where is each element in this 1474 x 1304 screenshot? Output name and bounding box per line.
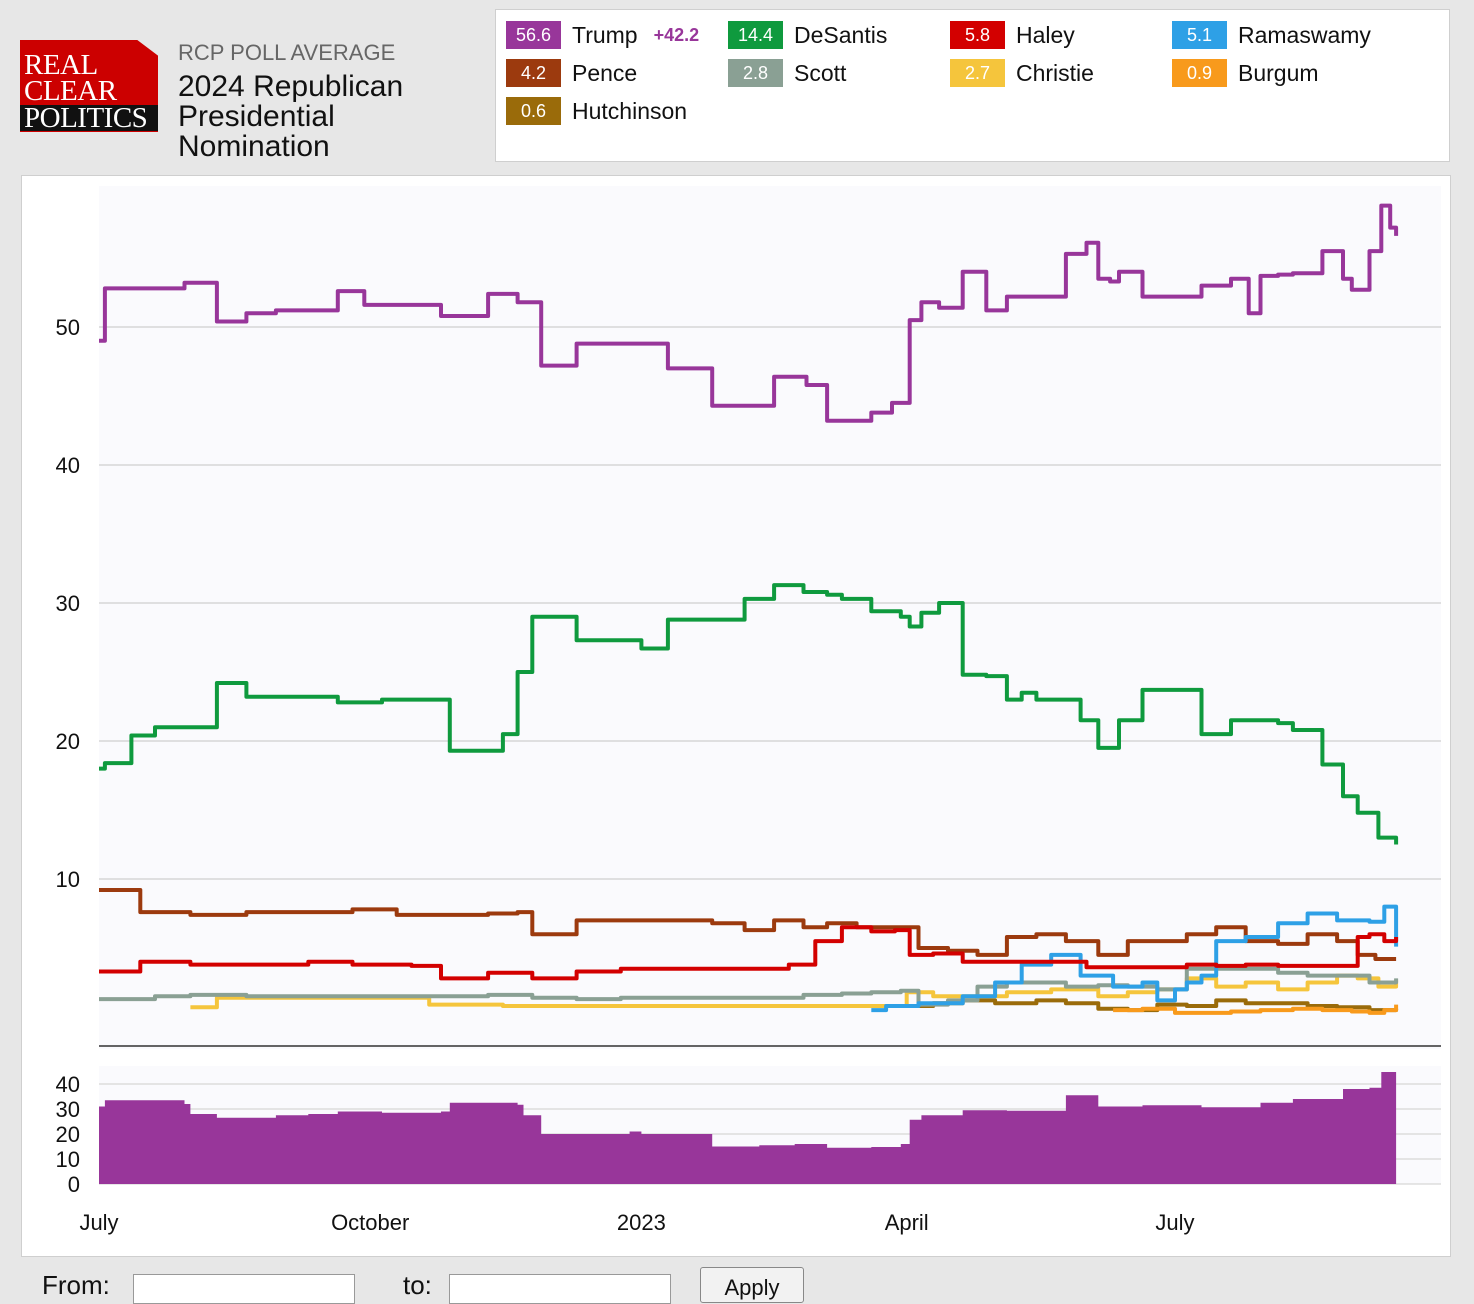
legend-name: Burgum (1238, 59, 1319, 86)
y-tick-label: 30 (56, 591, 80, 616)
legend-item-ramaswamy[interactable]: 5.1 Ramaswamy (1172, 21, 1371, 49)
x-tick-label: October (331, 1210, 409, 1235)
legend-name: DeSantis (794, 21, 888, 48)
y-tick-labels: 10 20 30 40 50 (56, 315, 80, 892)
series-line-trump[interactable] (99, 203, 1399, 423)
series-line-haley[interactable] (99, 925, 1399, 981)
legend-value-badge: 56.6 (506, 21, 561, 49)
spread-y-tick-label: 40 (56, 1072, 80, 1097)
legend-value-badge: 4.2 (506, 59, 561, 87)
logo-line-3: POLITICS (20, 104, 158, 132)
x-tick-label: July (1155, 1210, 1194, 1235)
legend-item-hutchinson[interactable]: 0.6 Hutchinson (506, 97, 687, 125)
series-line-desantis[interactable] (99, 583, 1399, 845)
legend-item-trump[interactable]: 56.6 Trump +42.2 (506, 21, 699, 49)
y-tick-label: 10 (56, 867, 80, 892)
spread-area[interactable] (99, 1072, 1397, 1184)
spread-y-tick-label: 30 (56, 1097, 80, 1122)
chart-panel: 10 20 30 40 50 0 10 20 30 40 July October 2023 Apri… (21, 175, 1451, 1257)
legend-spread: +42.2 (653, 24, 700, 45)
legend-item-christie[interactable]: 2.7 Christie (950, 59, 1094, 87)
page-title: 2024 Republican Presidential Nomination (178, 70, 404, 163)
apply-button[interactable]: Apply (700, 1267, 804, 1303)
logo-line-2: CLEAR (24, 75, 117, 107)
legend-value-badge: 2.7 (950, 59, 1005, 87)
x-tick-label: July (79, 1210, 118, 1235)
legend-name: Scott (794, 59, 847, 86)
legend-item-haley[interactable]: 5.8 Haley (950, 21, 1075, 49)
y-tick-label: 20 (56, 729, 80, 754)
logo-line-1: REAL (24, 49, 98, 81)
to-label: to: (403, 1270, 432, 1300)
legend-item-pence[interactable]: 4.2 Pence (506, 59, 637, 87)
page-subtitle: RCP POLL AVERAGE (178, 40, 396, 65)
x-tick-labels: July October 2023 April July (79, 1210, 1194, 1235)
x-tick-label: 2023 (617, 1210, 666, 1235)
legend-name: Ramaswamy (1238, 21, 1371, 48)
y-tick-label: 40 (56, 453, 80, 478)
legend-name: Hutchinson (572, 97, 688, 124)
legend-name: Pence (572, 59, 638, 86)
series-line-ramaswamy[interactable] (871, 904, 1399, 1013)
from-label: From: (42, 1270, 110, 1300)
legend-item-desantis[interactable]: 14.4 DeSantis (728, 21, 887, 49)
grid-lines (99, 326, 1441, 880)
series-line-burgum[interactable] (1113, 1004, 1399, 1015)
series-lines (99, 203, 1399, 1015)
legend-value-badge: 5.8 (950, 21, 1005, 49)
candidate-legend: 56.6 Trump +42.2 14.4 DeSantis 5.8 Haley… (495, 9, 1450, 162)
series-line-christie[interactable] (190, 973, 1399, 1010)
legend-value-badge: 0.9 (1172, 59, 1227, 87)
legend-item-burgum[interactable]: 0.9 Burgum (1172, 59, 1319, 87)
spread-y-tick-label: 0 (68, 1172, 80, 1197)
y-tick-label: 50 (56, 315, 80, 340)
legend-value-badge: 14.4 (728, 21, 783, 49)
series-line-scott[interactable] (99, 966, 1399, 1007)
legend-item-scott[interactable]: 2.8 Scott (728, 59, 846, 87)
legend-name: Haley (1016, 21, 1075, 48)
legend-value-badge: 5.1 (1172, 21, 1227, 49)
legend-value-badge: 0.6 (506, 97, 561, 125)
to-date-input[interactable] (449, 1274, 671, 1304)
spread-y-tick-label: 20 (56, 1122, 80, 1147)
date-range-controls: From: to: Apply (0, 1258, 1474, 1304)
legend-name: Trump (572, 21, 638, 48)
from-date-input[interactable] (133, 1274, 355, 1304)
legend-value-badge: 2.8 (728, 59, 783, 87)
spread-y-tick-label: 10 (56, 1147, 80, 1172)
legend-name: Christie (1016, 59, 1094, 86)
rcp-logo: REAL CLEAR POLITICS (20, 40, 158, 132)
x-tick-label: April (885, 1210, 929, 1235)
main-plot-background (99, 186, 1441, 1049)
